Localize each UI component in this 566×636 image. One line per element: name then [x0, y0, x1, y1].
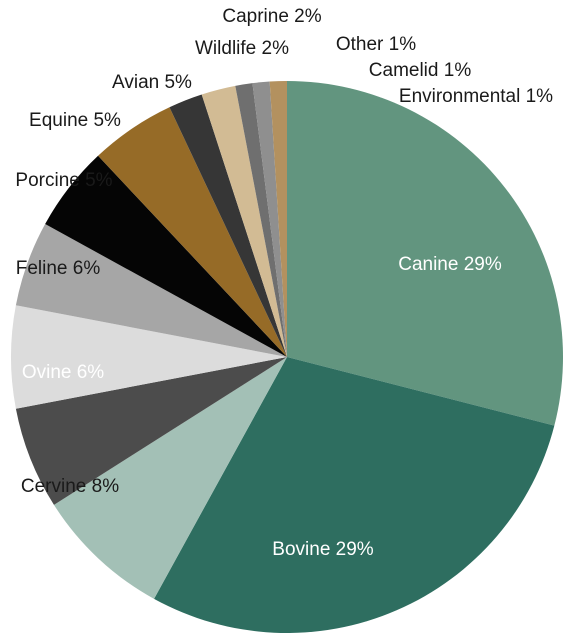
slice-label-avian: Avian 5% — [112, 72, 192, 93]
pie-slice-caprine — [201, 85, 287, 357]
slice-label-ovine: Ovine 6% — [22, 362, 104, 383]
pie-slice-environmental — [269, 80, 287, 357]
pie-slice-equine — [45, 155, 287, 357]
pie-slice-bovine — [154, 357, 555, 633]
slice-label-environmental: Environmental 1% — [399, 86, 553, 107]
slice-label-cervine: Cervine 8% — [21, 476, 119, 497]
pie-slice-cervine — [53, 357, 287, 599]
pie-slice-porcine — [15, 224, 287, 357]
slice-label-bovine: Bovine 29% — [272, 539, 374, 560]
slice-label-camelid: Camelid 1% — [369, 60, 472, 81]
pie-slice-other — [235, 83, 287, 358]
slice-label-canine: Canine 29% — [398, 254, 502, 275]
pie-slice-feline — [11, 305, 288, 409]
pie-slice-canine — [287, 81, 564, 426]
pie-slice-avian — [98, 107, 287, 358]
slice-label-feline: Feline 6% — [16, 258, 101, 279]
slice-label-equine: Equine 5% — [29, 110, 121, 131]
pie-slice-ovine — [15, 357, 287, 505]
pie-slice-wildlife — [169, 94, 287, 357]
pie-slices — [11, 80, 564, 633]
pie-slice-camelid — [252, 81, 287, 357]
slice-label-wildlife: Wildlife 2% — [195, 38, 289, 59]
slice-label-porcine: Porcine 5% — [15, 170, 112, 191]
pie-labels: Canine 29% Bovine 29% Cervine 8% Ovine 6% Fe… — [15, 6, 553, 560]
slice-label-other: Other 1% — [336, 34, 416, 55]
slice-label-caprine: Caprine 2% — [222, 6, 321, 27]
